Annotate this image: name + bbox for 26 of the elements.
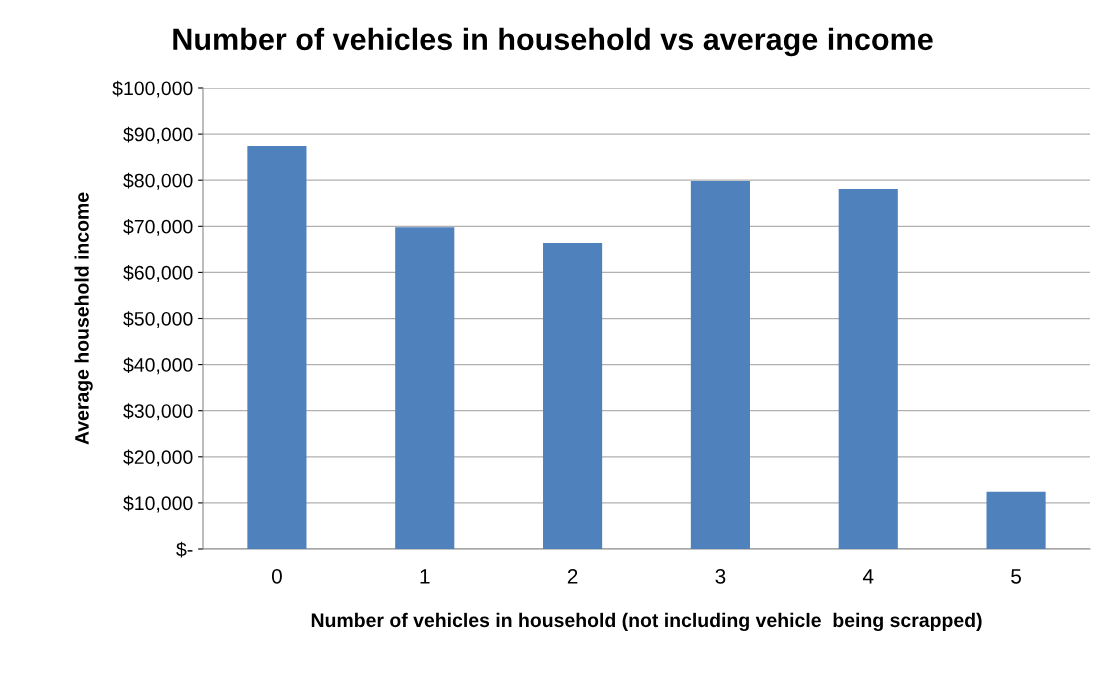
chart-title: Number of vehicles in household vs average income	[173, 27, 933, 57]
y-tick-label: $90,000	[123, 126, 193, 144]
y-tick-label: $60,000	[123, 265, 193, 282]
y-tick-label: $50,000	[123, 311, 193, 329]
y-tick-label: $40,000	[123, 357, 193, 375]
y-tick-label: $10,000	[123, 495, 193, 513]
y-tick-label: $20,000	[123, 449, 193, 467]
bar	[247, 146, 307, 549]
y-tick-label: $80,000	[123, 172, 193, 190]
x-tick-label: 5	[1011, 569, 1021, 584]
y-tick-label: $30,000	[123, 403, 193, 421]
y-tick-label: $70,000	[123, 218, 193, 236]
bar	[986, 491, 1046, 549]
x-axis-title: Number of vehicles in household (not including vehicle being scrapped)	[311, 612, 982, 632]
x-tick-label: 3	[715, 568, 726, 584]
y-tick-label: $-	[176, 541, 193, 558]
bar	[543, 242, 603, 549]
x-tick-label: 0	[271, 568, 282, 584]
bar	[838, 188, 898, 549]
bar	[690, 181, 750, 549]
x-tick-label: 4	[862, 569, 874, 584]
x-tick-label: 2	[567, 568, 578, 584]
bar	[395, 227, 455, 549]
x-tick-label: 1	[420, 569, 430, 584]
y-axis-title: Average household income	[74, 192, 93, 445]
y-tick-label: $100,000	[112, 80, 193, 98]
